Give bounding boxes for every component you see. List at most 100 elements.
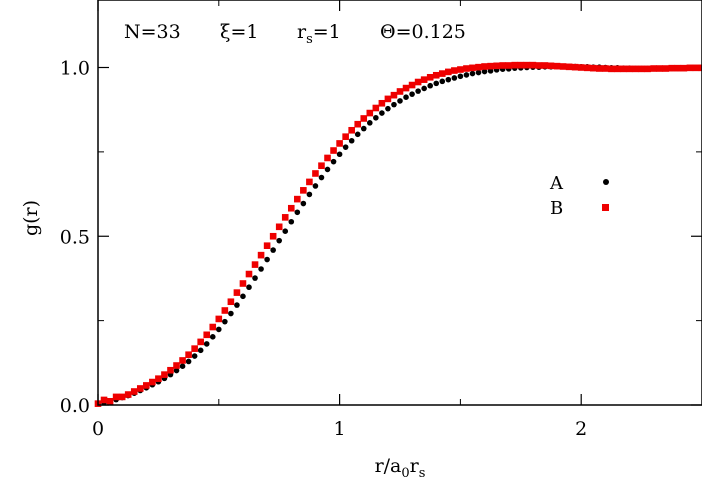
data-point-b (185, 351, 192, 359)
x-axis-label-sub1: 0 (401, 466, 409, 481)
data-point-a (445, 76, 452, 83)
data-point-b (179, 357, 186, 364)
data-point-b (577, 64, 585, 71)
x-tick-label: 1 (334, 418, 346, 440)
data-point-b (541, 62, 549, 69)
data-point-b (342, 133, 349, 140)
data-point-b (215, 315, 223, 323)
data-point-a (258, 266, 264, 272)
data-point-b (408, 81, 416, 89)
data-point-a (288, 218, 295, 225)
data-point-a (397, 98, 403, 104)
data-point-b (251, 261, 259, 268)
data-point-b (511, 61, 519, 69)
data-point-a (451, 75, 458, 81)
data-point-b (650, 65, 657, 72)
y-axis-label: g(r) (20, 200, 42, 236)
data-point-a (415, 88, 421, 94)
data-point-b (686, 64, 694, 72)
data-point-b (493, 62, 500, 70)
data-point-a (481, 68, 488, 75)
x-axis-label: r/a0rs (375, 455, 426, 481)
data-point-b (203, 331, 211, 339)
data-point-a (191, 353, 198, 359)
data-point-a (276, 237, 283, 244)
data-point-b (245, 270, 253, 278)
annotation-theta: Θ=0.125 (380, 21, 466, 43)
data-point-b (559, 63, 567, 70)
data-point-a (409, 91, 415, 97)
data-point-a (324, 166, 331, 173)
data-point-b (529, 61, 537, 69)
data-point-a (385, 105, 391, 112)
data-point-a (312, 183, 319, 189)
annotation-n: N=33 (124, 21, 181, 43)
x-axis-label-mid: r (410, 455, 420, 477)
data-point-b (354, 120, 362, 128)
data-point-b (547, 62, 555, 70)
data-point-b (269, 232, 277, 240)
data-point-a (403, 94, 409, 100)
annotation-xi: ξ=1 (220, 21, 258, 43)
data-point-b (306, 178, 313, 186)
data-point-b (469, 64, 476, 72)
data-point-b (674, 64, 682, 72)
data-point-b (390, 91, 398, 99)
legend-marker-b (602, 204, 609, 211)
data-point-b (197, 338, 204, 346)
data-point-b (155, 375, 162, 382)
data-point-b (426, 73, 434, 81)
data-point-a (433, 80, 440, 87)
data-point-b (275, 223, 283, 231)
data-points (94, 61, 702, 407)
data-point-a (300, 200, 307, 207)
data-point-b (589, 64, 597, 72)
data-point-a (421, 85, 427, 92)
legend: A B (549, 173, 609, 219)
data-point-b (457, 66, 464, 73)
data-point-b (698, 64, 702, 72)
y-tick-label: 0.0 (60, 395, 90, 417)
data-point-b (300, 187, 307, 194)
data-point-b (312, 170, 319, 177)
data-point-a (391, 101, 397, 108)
data-point-b (281, 214, 289, 221)
data-point-b (149, 378, 156, 386)
data-point-b (191, 345, 198, 352)
data-point-b (692, 64, 700, 72)
data-point-b (324, 154, 331, 162)
data-point-a (336, 151, 343, 158)
data-point-b (384, 95, 392, 103)
data-point-a (360, 125, 367, 132)
data-point-b (136, 385, 144, 392)
data-point-b (638, 65, 645, 73)
data-point-a (234, 302, 240, 308)
data-point-b (481, 63, 488, 70)
data-point-b (124, 391, 132, 398)
data-point-b (143, 382, 150, 389)
data-point-a (270, 247, 276, 253)
data-point-a (185, 358, 192, 365)
legend-label-a: A (549, 173, 564, 194)
data-point-a (246, 284, 252, 291)
data-point-b (336, 140, 343, 147)
data-point-a (487, 68, 494, 74)
data-point-a (379, 110, 385, 116)
x-axis-label-main: r/a (375, 455, 402, 477)
data-point-b (348, 126, 355, 134)
y-tick-label: 1.0 (60, 58, 90, 80)
data-point-b (420, 76, 428, 83)
data-point-b (565, 63, 573, 71)
data-point-a (469, 70, 476, 77)
data-point-b (106, 397, 114, 405)
legend-label-b: B (550, 198, 563, 219)
data-point-b (318, 162, 325, 170)
data-point-b (517, 61, 525, 69)
data-point-b (626, 65, 633, 73)
data-point-a (457, 73, 464, 80)
data-point-b (614, 65, 621, 73)
data-point-b (287, 204, 295, 212)
data-point-a (240, 293, 246, 300)
data-point-b (505, 62, 513, 69)
